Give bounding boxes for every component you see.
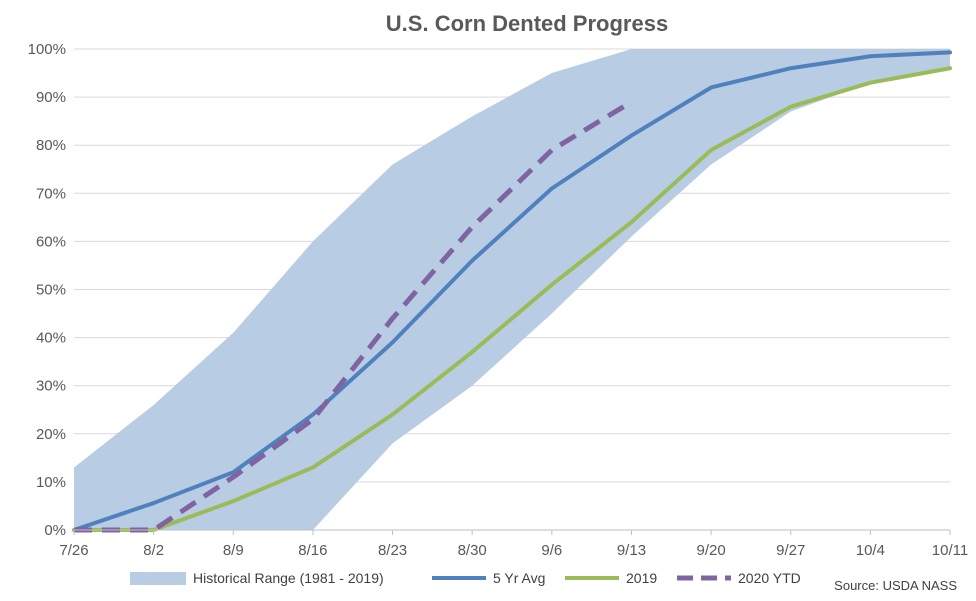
source-note: Source: USDA NASS [834, 578, 957, 593]
x-tick-label: 9/6 [541, 542, 562, 559]
x-tick-label: 8/2 [143, 542, 164, 559]
y-tick-label: 90% [36, 89, 66, 106]
legend-label-2019: 2019 [626, 570, 657, 586]
y-tick-label: 100% [28, 41, 66, 58]
x-tick-label: 8/23 [378, 542, 407, 559]
legend-label-2020-ytd: 2020 YTD [738, 570, 801, 586]
series-line-2020-ytd [74, 99, 633, 533]
axes [73, 529, 951, 535]
x-tick-label: 8/16 [298, 542, 327, 559]
legend-swatch-historical-range [130, 572, 186, 585]
series-line-2019 [72, 66, 952, 532]
y-tick-label: 0% [44, 522, 66, 539]
historical-range-area [74, 49, 950, 530]
series-lines [72, 50, 952, 533]
x-tick-labels: 7/26 8/2 8/9 8/16 8/23 8/30 9/6 9/13 9/20 9/27 10/… [59, 542, 968, 559]
y-tick-label: 50% [36, 282, 66, 299]
series-line-5-yr-avg [72, 50, 952, 532]
x-tick-label: 8/9 [223, 542, 244, 559]
x-tick-label: 9/20 [696, 542, 725, 559]
historical-range-band [74, 49, 950, 530]
legend: Historical Range (1981 - 2019) 5 Yr Avg 20… [130, 570, 801, 586]
y-tick-label: 80% [36, 137, 66, 154]
y-tick-label: 40% [36, 330, 66, 347]
x-tick-label: 10/4 [856, 542, 885, 559]
y-tick-labels: 0% 10% 20% 30% 40% 50% 60% 70% 80% 90% 100% [28, 41, 66, 539]
legend-label-historical-range: Historical Range (1981 - 2019) [193, 570, 384, 586]
y-tick-label: 60% [36, 233, 66, 250]
x-tick-label: 8/30 [458, 542, 487, 559]
y-tick-label: 20% [36, 426, 66, 443]
x-tick-label: 9/13 [617, 542, 646, 559]
y-tick-label: 70% [36, 185, 66, 202]
chart-title: U.S. Corn Dented Progress [386, 11, 668, 36]
y-tick-label: 10% [36, 474, 66, 491]
y-tick-label: 30% [36, 378, 66, 395]
x-tick-label: 9/27 [776, 542, 805, 559]
x-tick-label: 10/11 [932, 542, 968, 559]
legend-label-5-yr-avg: 5 Yr Avg [493, 570, 545, 586]
x-tick-label: 7/26 [59, 542, 88, 559]
